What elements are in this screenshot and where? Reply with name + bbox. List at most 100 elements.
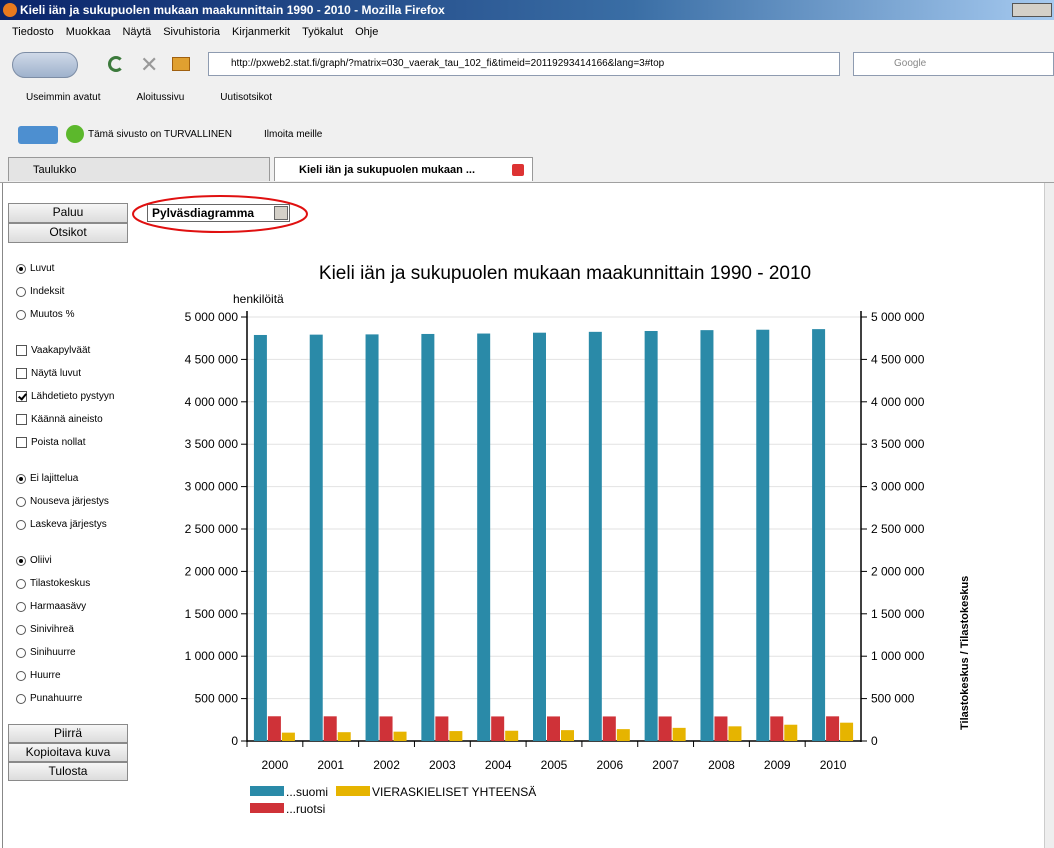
- option[interactable]: Nouseva järjestys: [16, 496, 109, 507]
- stop[interactable]: ✕: [140, 52, 158, 78]
- radio-button[interactable]: [16, 497, 26, 507]
- report-link[interactable]: Ilmoita meille: [264, 129, 322, 140]
- url-bar[interactable]: http://pxweb2.stat.fi/graph/?matrix=030_…: [208, 52, 840, 76]
- menu-bar: Tiedosto Muokkaa Näytä Sivuhistoria Kirjanme…: [12, 26, 378, 38]
- reload[interactable]: [108, 56, 124, 72]
- menu-item[interactable]: Kirjanmerkit: [232, 26, 290, 38]
- option[interactable]: Huurre: [16, 670, 61, 681]
- menu-item[interactable]: Tiedosto: [12, 26, 54, 38]
- page: Kieli iän ja sukupuolen mukaan maakunnit…: [0, 0, 1054, 848]
- checkbox[interactable]: [16, 368, 27, 379]
- checkbox[interactable]: [16, 437, 27, 448]
- y-tick-label: 500 000: [195, 692, 239, 706]
- menu-item[interactable]: Muokkaa: [66, 26, 111, 38]
- bar: [533, 333, 546, 741]
- frame-border: [2, 183, 3, 848]
- checkbox[interactable]: [16, 391, 27, 402]
- button[interactable]: Piirrä: [8, 724, 128, 743]
- option-label: Tilastokeskus: [30, 578, 90, 589]
- option[interactable]: Ei lajittelua: [16, 473, 78, 484]
- security-status[interactable]: Tämä sivusto on TURVALLINEN: [88, 129, 232, 140]
- checkbox[interactable]: [16, 345, 27, 356]
- radio-button[interactable]: [16, 648, 26, 658]
- x-tick-label: 2004: [485, 758, 512, 772]
- option[interactable]: Oliivi: [16, 555, 52, 566]
- option-label: Punahuurre: [30, 693, 82, 704]
- option-label: Ei lajittelua: [30, 473, 78, 484]
- y2-tick-label: 1 500 000: [871, 607, 925, 621]
- radio-button[interactable]: [16, 579, 26, 589]
- bookmark[interactable]: Aloitussivu: [122, 92, 184, 103]
- option-label: Muutos %: [30, 309, 74, 320]
- select-arrow[interactable]: [274, 206, 288, 220]
- option[interactable]: Muutos %: [16, 309, 74, 320]
- radio-button[interactable]: [16, 287, 26, 297]
- menu-item[interactable]: Näytä: [122, 26, 151, 38]
- menu-item[interactable]: Ohje: [355, 26, 378, 38]
- radio-button[interactable]: [16, 520, 26, 530]
- tab[interactable]: Taulukko: [8, 157, 270, 181]
- chart-type-select[interactable]: Pylväsdiagramma: [147, 204, 290, 222]
- option-label: Nouseva järjestys: [30, 496, 109, 507]
- bookmark[interactable]: Useimmin avatut: [12, 92, 100, 103]
- button[interactable]: Kopioitava kuva: [8, 743, 128, 762]
- tab-active[interactable]: Kieli iän ja sukupuolen mukaan ...: [274, 157, 533, 181]
- bar: [435, 716, 448, 741]
- option[interactable]: Näytä luvut: [16, 368, 81, 379]
- option-label: Harmaasävy: [30, 601, 86, 612]
- button[interactable]: Otsikot: [8, 223, 128, 243]
- option-label: Huurre: [30, 670, 61, 681]
- radio-button[interactable]: [16, 474, 26, 484]
- option[interactable]: Poista nollat: [16, 437, 85, 448]
- bar: [603, 716, 616, 741]
- bar: [700, 330, 713, 741]
- scrollbar[interactable]: [1044, 183, 1054, 848]
- radio-button[interactable]: [16, 556, 26, 566]
- menu-item[interactable]: Sivuhistoria: [163, 26, 220, 38]
- option[interactable]: Punahuurre: [16, 693, 82, 704]
- y-tick-label: 3 000 000: [185, 480, 239, 494]
- chart-title: Kieli iän ja sukupuolen mukaan maakunnit…: [319, 263, 811, 284]
- home[interactable]: [172, 57, 190, 71]
- option[interactable]: Käännä aineisto: [16, 414, 103, 425]
- tab-close[interactable]: [512, 164, 524, 176]
- radio-button[interactable]: [16, 264, 26, 274]
- option[interactable]: Harmaasävy: [16, 601, 86, 612]
- back-forward[interactable]: [12, 52, 78, 78]
- y-tick-label: 3 500 000: [185, 437, 239, 451]
- option[interactable]: Indeksit: [16, 286, 64, 297]
- option[interactable]: Laskeva järjestys: [16, 519, 107, 530]
- bar: [673, 728, 686, 741]
- radio-button[interactable]: [16, 694, 26, 704]
- window-controls[interactable]: [1012, 3, 1052, 17]
- x-tick-label: 2007: [652, 758, 679, 772]
- checkbox[interactable]: [16, 414, 27, 425]
- y2-tick-label: 3 000 000: [871, 480, 925, 494]
- option[interactable]: Lähdetieto pystyyn: [16, 391, 114, 402]
- button[interactable]: Paluu: [8, 203, 128, 223]
- bar: [421, 334, 434, 741]
- bar: [784, 725, 797, 741]
- bookmark[interactable]: Uutisotsikot: [206, 92, 272, 103]
- bar: [561, 730, 574, 741]
- option[interactable]: Sinivihreä: [16, 624, 74, 635]
- option[interactable]: Luvut: [16, 263, 54, 274]
- legend-swatch: [250, 803, 284, 813]
- menu-item[interactable]: Työkalut: [302, 26, 343, 38]
- bar: [826, 716, 839, 741]
- search-box[interactable]: Google: [853, 52, 1054, 76]
- radio-button[interactable]: [16, 625, 26, 635]
- button[interactable]: Tulosta: [8, 762, 128, 781]
- option[interactable]: Sinihuurre: [16, 647, 76, 658]
- option[interactable]: Vaakapylväät: [16, 345, 90, 356]
- radio-button[interactable]: [16, 602, 26, 612]
- bar: [338, 732, 351, 741]
- option[interactable]: Tilastokeskus: [16, 578, 90, 589]
- y2-tick-label: 2 000 000: [871, 564, 925, 578]
- radio-button[interactable]: [16, 310, 26, 320]
- y-tick-label: 0: [231, 734, 238, 748]
- y-tick-label: 5 000 000: [185, 310, 239, 324]
- radio-button[interactable]: [16, 671, 26, 681]
- security-icon: [18, 126, 58, 144]
- y-tick-label: 1 500 000: [185, 607, 239, 621]
